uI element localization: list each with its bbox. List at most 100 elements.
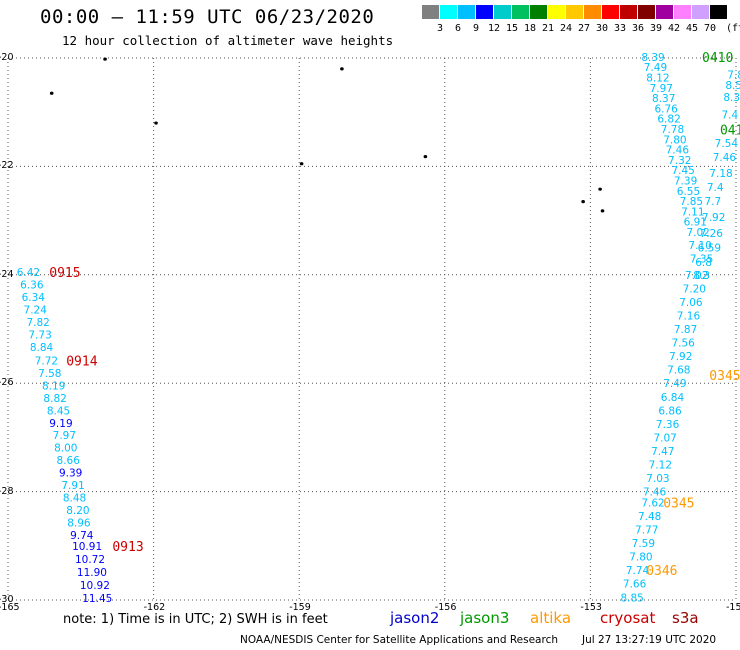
track-time-label: 0410 (702, 51, 733, 66)
scale-swatch (566, 5, 584, 19)
wave-height-value: 7.80 (629, 552, 652, 564)
wave-height-value: 7.74 (626, 565, 650, 577)
island-marker (154, 121, 158, 125)
scale-swatch (710, 5, 728, 19)
wave-height-value: 7.56 (671, 338, 695, 350)
scale-swatch (620, 5, 638, 19)
wave-height-value: 8.3 (693, 270, 710, 282)
scale-swatch (422, 5, 440, 19)
wave-height-value: 8.84 (30, 342, 54, 354)
wave-height-value: 7.80 (663, 134, 686, 146)
scale-tick-label: 9 (472, 23, 480, 34)
scale-swatch (548, 5, 566, 19)
scale-tick-label: 45 (685, 23, 699, 34)
scale-swatch (656, 5, 674, 19)
track-time-label: 0914 (66, 354, 97, 369)
wave-height-value: 7.49 (644, 62, 667, 74)
x-tick-label: -153 (580, 602, 602, 613)
scale-tick-label: 24 (559, 23, 573, 34)
island-marker (598, 187, 602, 191)
scale-tick-label: 30 (595, 23, 609, 34)
wave-height-value: 8.48 (63, 493, 86, 505)
scale-unit-label: (ft) (726, 23, 740, 34)
y-tick-label: -20 (0, 52, 14, 63)
scale-swatch (674, 5, 692, 19)
track-time-label: 0411 (720, 124, 740, 139)
wave-height-value: 8.66 (57, 455, 81, 467)
scale-tick-label: 15 (505, 23, 519, 34)
scale-tick-label: 6 (454, 23, 462, 34)
wave-height-value: 7.92 (669, 351, 692, 363)
wave-height-value: 7.18 (709, 168, 732, 180)
wave-height-value: 8.37 (652, 93, 675, 105)
scale-swatch (692, 5, 710, 19)
track-time-label: 0913 (112, 540, 143, 555)
wave-height-value: 9.39 (59, 468, 82, 480)
scale-swatch (584, 5, 602, 19)
wave-height-value: 7.47 (651, 446, 674, 458)
scale-swatch (638, 5, 656, 19)
footer-credit: NOAA/NESDIS Center for Satellite Applica… (240, 634, 558, 646)
legend-note: note: 1) Time is in UTC; 2) SWH is in fe… (63, 612, 328, 627)
scale-tick-label: 36 (631, 23, 645, 34)
wave-height-value: 7.02 (685, 270, 708, 282)
island-marker (49, 91, 54, 95)
scale-swatch (476, 5, 494, 19)
wave-height-value: 8.85 (620, 592, 643, 604)
x-tick-label: -159 (289, 602, 311, 613)
wave-height-value: 7.4 (721, 109, 738, 121)
wave-height-value: 7.35 (690, 254, 713, 266)
wave-height-value: 7.46 (713, 152, 737, 164)
wave-height-value: 7.8 (727, 69, 740, 81)
x-tick-label: -165 (0, 602, 20, 613)
wave-height-value: 10.92 (80, 580, 110, 592)
wave-height-value: 8.96 (67, 517, 91, 529)
wave-height-value: 7.46 (666, 145, 690, 157)
legend-jason2: jason2 (390, 609, 440, 627)
wave-height-value: 7.92 (702, 212, 725, 224)
wave-height-value: 8.00 (54, 443, 77, 455)
wave-height-value: 7.24 (24, 304, 48, 316)
wave-height-value: 7.91 (61, 480, 84, 492)
track-time-label: 0345 (663, 496, 694, 511)
footer-timestamp: Jul 27 13:27:19 UTC 2020 (582, 634, 717, 646)
wave-height-value: 7.54 (715, 138, 739, 150)
wave-height-value: 7.85 (680, 196, 703, 208)
legend-cryosat: cryosat (600, 609, 656, 627)
wave-height-value: 7.45 (671, 165, 694, 177)
wave-height-value: 7.46 (643, 487, 667, 499)
y-tick-label: -26 (0, 377, 14, 389)
wave-height-value: 7.03 (646, 473, 669, 485)
wave-height-value: 6.84 (661, 392, 685, 404)
legend-s3a: s3a (672, 609, 699, 627)
scale-tick-label: 70 (703, 23, 717, 34)
wave-height-value: 10.91 (72, 541, 102, 553)
scale-tick-label: 27 (577, 23, 591, 34)
scale-tick-label: 21 (541, 23, 555, 34)
island-marker (103, 57, 107, 61)
wave-height-value: 6.76 (654, 103, 678, 115)
wave-height-value: 7.7 (704, 196, 721, 208)
wave-height-value: 7.97 (53, 430, 76, 442)
track-time-label: 0346 (646, 564, 677, 579)
wave-height-value: 8.45 (47, 405, 70, 417)
x-tick-label: -162 (143, 602, 166, 613)
wave-height-value: 6.91 (684, 217, 707, 229)
wave-height-value: 7.32 (668, 155, 691, 167)
wave-height-value: 7.10 (688, 240, 711, 252)
scale-tick-label: 42 (667, 23, 681, 34)
legend-altika: altika (530, 609, 572, 627)
x-tick-label: -150 (726, 602, 740, 613)
wave-height-value: 6.36 (20, 280, 44, 292)
scale-tick-label: 3 (436, 23, 444, 34)
scale-tick-label: 18 (523, 23, 537, 34)
island-marker (581, 200, 585, 204)
x-tick-label: -156 (434, 602, 457, 613)
island-marker (340, 67, 344, 71)
scale-swatch (458, 5, 476, 19)
wave-height-value: 6.8 (695, 257, 712, 269)
wave-height-value: 6.86 (658, 405, 682, 417)
wave-height-value: 6.42 (17, 267, 40, 279)
scale-swatch (602, 5, 620, 19)
